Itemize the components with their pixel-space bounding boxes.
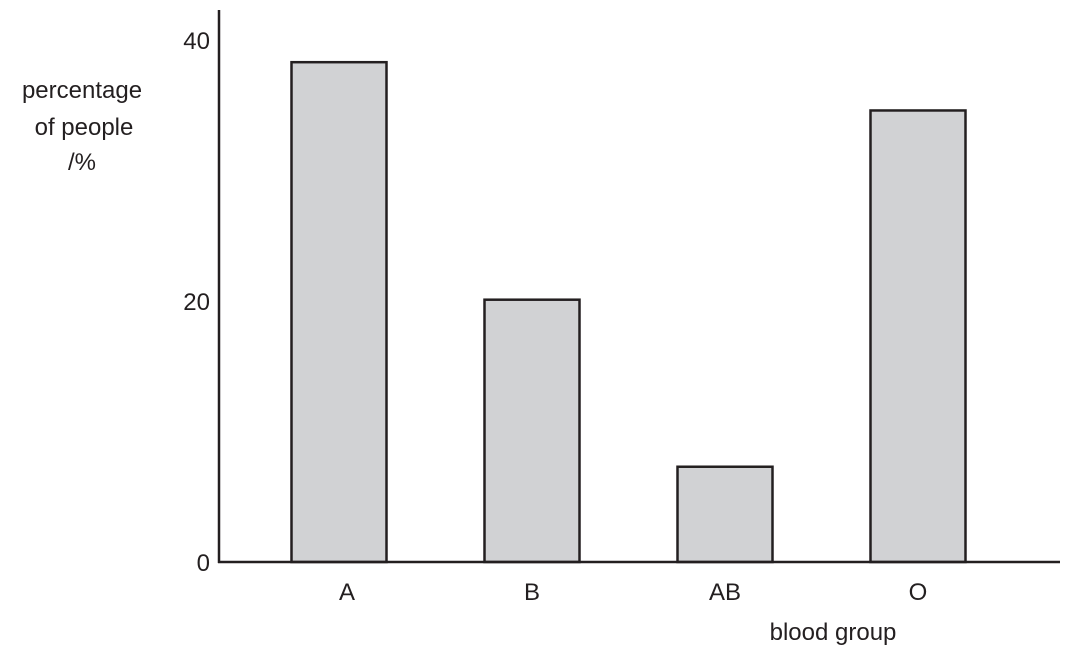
bar-a bbox=[290, 60, 388, 564]
x-tick-label-ab: AB bbox=[709, 579, 741, 606]
y-tick-label-20: 20 bbox=[183, 289, 210, 316]
y-tick-label-0: 0 bbox=[197, 550, 210, 577]
x-tick-label-a: A bbox=[339, 579, 355, 606]
y-axis-label-line-1: percentage bbox=[22, 77, 142, 104]
bar-ab bbox=[676, 465, 774, 564]
x-tick-labels-group: A B AB O bbox=[339, 579, 927, 606]
y-tick-label-40: 40 bbox=[183, 28, 210, 55]
bar-o bbox=[869, 109, 967, 564]
x-tick-label-b: B bbox=[524, 579, 540, 606]
x-axis-label: blood group bbox=[770, 619, 897, 646]
x-tick-label-o: O bbox=[909, 579, 928, 606]
y-axis-label-line-2: of people bbox=[35, 114, 134, 141]
y-axis-label-line-3: /% bbox=[68, 149, 96, 176]
bar-b bbox=[483, 298, 581, 564]
bars-group bbox=[290, 60, 967, 564]
